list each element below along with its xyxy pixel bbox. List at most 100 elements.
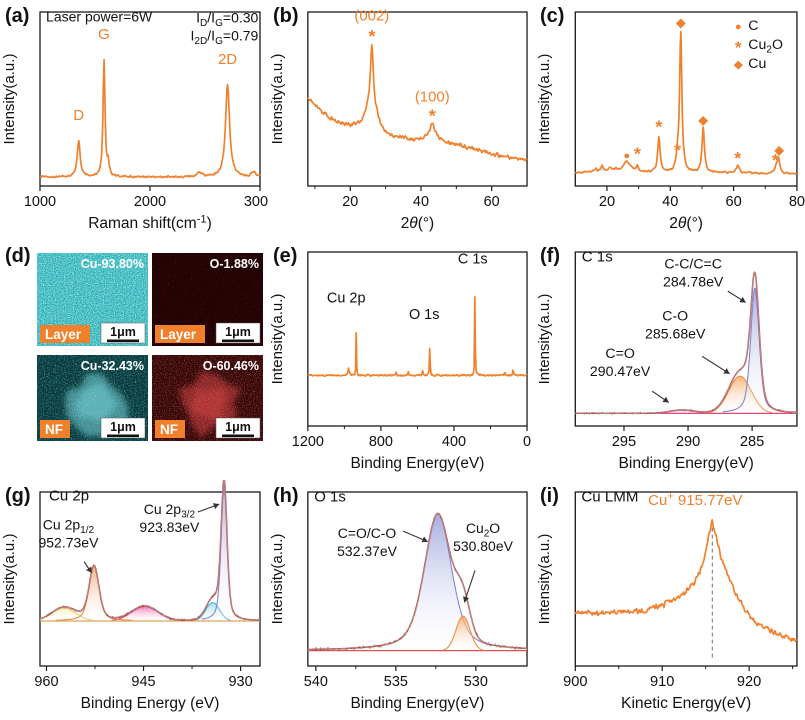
spectrum-curve [574,518,798,643]
x-tick-label: 20 [342,194,358,210]
panel-letter-e: (e) [273,245,298,267]
phase-marker: ◆ [774,143,785,157]
plot-border [307,251,528,427]
panel-a: (a) 1000 2000 3000 Raman shift(cm-1) Intensi… [0,0,268,240]
xps-c1s-chart: 295 290 285 Binding Energy(eV) Intensity(a.u… [536,249,798,472]
x-tick-label: 960 [34,674,58,690]
phase-marker: * [368,26,375,46]
x-axis-label: Binding Energy (eV) [81,695,220,712]
phase-marker: ◆ [698,113,709,127]
scale-bar-label: 1μm [110,325,136,339]
arrow-head [463,596,470,603]
scale-bar-line [222,434,254,438]
sample-badge [40,325,90,343]
arrow-head [421,536,428,543]
plot-border [574,251,798,427]
arrow-head [739,296,746,303]
phase-marker: ● [624,150,631,162]
x-axis-label: Kinetic Energy(eV) [621,695,751,712]
scale-bar-box [215,322,261,344]
panel-letter-b: (b) [273,5,299,27]
annotation-text: C=O [605,345,634,361]
y-axis-label: Intensity(a.u.) [269,534,286,625]
element-percentage-label: Cu-32.43% [81,359,144,373]
panel-e: (e) 1200 800 400 0 Binding Energy(eV) Intensi… [268,240,535,480]
x-tick-label: 540 [304,674,328,690]
x-tick-label: 530 [464,674,488,690]
plot-border [574,11,798,187]
annotation-text: Laser power=6W [46,9,153,25]
scale-bar-line [107,339,139,343]
x-tick-label: 900 [563,674,587,690]
component-fill-satellite [111,606,178,621]
scale-bar-box [100,417,146,439]
spectrum-curve [307,295,528,378]
annotation-text: O 1s [409,307,440,323]
legend-label: Cu2O [748,36,783,55]
sample-badge [40,420,70,438]
annotation-text: C-O [662,308,688,324]
annotation-text: 530.80eV [453,538,513,554]
phase-marker: * [772,150,779,170]
peak-label: (100) [415,89,450,106]
xps-survey-group: 1200 800 400 0 Binding Energy(eV) Intensity(a… [269,251,531,472]
peak-label: 2D [218,51,237,68]
xps-o1s-chart: 540 535 530 Binding Energy(eV) Intensity(a.u… [269,489,528,712]
annotation-text: 532.37eV [337,543,397,559]
component-fill-C=O/C-O [333,513,528,651]
scale-bar-label: 1μm [110,420,136,434]
x-tick-label: 285 [740,434,764,450]
x-tick-label: 80 [789,194,805,210]
annotation-text: O 1s [314,489,346,506]
annotation-text: Cu2O [466,520,500,540]
spectrum-curve [574,30,798,175]
legend-label: Cu [748,55,766,71]
annotation-text: Cu 2p [327,290,366,306]
y-axis-label: Intensity(a.u.) [269,294,286,385]
x-tick-label: 40 [413,194,429,210]
raw-data [307,512,528,652]
phase-marker: * [734,148,741,168]
x-axis-label: Raman shift(cm-1) [88,214,212,233]
annotation-text: C 1s [582,249,613,266]
x-tick-label: 295 [612,434,636,450]
annotation-text: ID/IG=0.30 [196,9,258,29]
x-tick-label: 800 [369,434,393,450]
plot-border [39,491,261,667]
annotation-text: Cu LMM [581,489,638,506]
panel-i: (i) 900 910 920 Kinetic Energy(eV) Intensity… [535,480,805,720]
scale-bar-box [100,322,146,344]
panel-g: (g) 960 945 930 Binding Energy (eV) Intensit… [0,480,268,720]
element-percentage-label: O-60.46% [203,359,259,373]
x-axis-label: Binding Energy(eV) [350,695,484,712]
plot-border [307,491,528,667]
phase-marker: ◆ [675,15,686,29]
x-tick-label: 400 [442,434,466,450]
annotation-text: Cu 2p1/2 [43,516,95,536]
x-tick-label: 3000 [244,194,268,210]
xps-survey-chart: 1200 800 400 0 Binding Energy(eV) Intensity(a… [269,251,531,472]
panel-letter-d: (d) [5,245,31,267]
x-axis-label: Binding Energy(eV) [618,455,753,472]
annotation-text: Cu 2p3/2 [144,501,196,521]
peak-label: D [73,107,84,124]
x-tick-label: 60 [725,194,741,210]
scale-bar-box [215,417,261,439]
x-tick-label: 40 [662,194,678,210]
peak-label: (002) [354,8,389,25]
annotation-text: 952.73eV [38,534,99,550]
annotation-text: 290.47eV [590,363,651,379]
arrow-head [723,368,730,374]
y-axis-label: Intensity(a.u.) [536,54,553,145]
x-tick-label: 20 [599,194,615,210]
annotation-text: C 1s [458,251,488,267]
panel-letter-a: (a) [5,5,30,27]
arrow-head [86,566,92,573]
panel-b: (b) 20 40 60 2θ(°) Intensity(a.u.) * * (002) (10… [268,0,535,240]
annotation-arrow [463,570,476,603]
x-tick-label: 290 [676,434,700,450]
